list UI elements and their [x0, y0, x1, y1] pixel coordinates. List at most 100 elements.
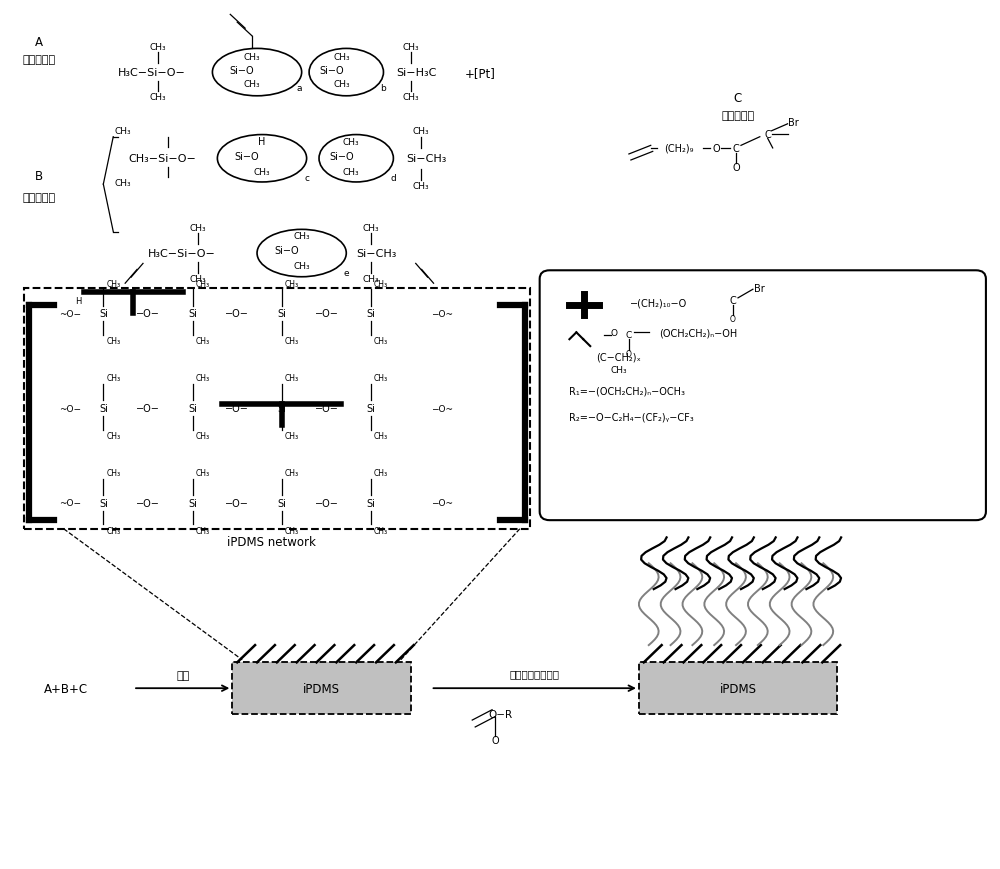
- Text: O: O: [491, 735, 499, 745]
- Text: Si: Si: [277, 309, 286, 319]
- Text: CH₃: CH₃: [106, 374, 120, 383]
- Text: CH₃: CH₃: [333, 53, 350, 62]
- Text: CH₃: CH₃: [150, 93, 166, 102]
- Text: H₃C−Si−O−: H₃C−Si−O−: [118, 68, 186, 78]
- Text: CH₃: CH₃: [374, 432, 388, 441]
- Text: −O−: −O−: [225, 309, 249, 319]
- Text: CH₃: CH₃: [106, 527, 120, 535]
- Text: −O~: −O~: [431, 499, 453, 507]
- Text: CH₃: CH₃: [374, 468, 388, 478]
- Text: CH₃: CH₃: [106, 432, 120, 441]
- Text: −O−: −O−: [225, 498, 249, 508]
- Text: C: C: [734, 92, 742, 105]
- Text: CH₃: CH₃: [343, 137, 360, 146]
- Text: Si−CH₃: Si−CH₃: [406, 154, 446, 164]
- Text: 表面引发聚合反应: 表面引发聚合反应: [510, 669, 560, 679]
- Text: O: O: [730, 315, 736, 323]
- Text: C: C: [733, 143, 739, 154]
- Text: iPDMS: iPDMS: [720, 682, 757, 695]
- Text: (OCH₂CH₂)ₙ−OH: (OCH₂CH₂)ₙ−OH: [659, 328, 737, 338]
- FancyBboxPatch shape: [639, 662, 837, 714]
- Text: CH₃: CH₃: [195, 337, 210, 346]
- Text: CH₃: CH₃: [195, 374, 210, 383]
- Text: O: O: [712, 143, 720, 154]
- Text: CH₃: CH₃: [195, 432, 210, 441]
- Text: Si: Si: [99, 498, 108, 508]
- Text: CH₃: CH₃: [150, 43, 166, 51]
- Text: CH₃: CH₃: [254, 168, 270, 176]
- Text: O: O: [611, 328, 618, 337]
- Text: Si: Si: [277, 404, 286, 414]
- Text: −O−: −O−: [315, 309, 338, 319]
- Text: CH₃: CH₃: [106, 337, 120, 346]
- Text: CH₃: CH₃: [402, 93, 419, 102]
- Text: a: a: [297, 84, 302, 93]
- Text: A: A: [35, 36, 43, 50]
- Text: b: b: [380, 84, 386, 93]
- Text: (CH₂)₉: (CH₂)₉: [664, 143, 693, 153]
- Text: ~O−: ~O−: [59, 499, 81, 507]
- Text: +[Pt]: +[Pt]: [465, 67, 496, 79]
- Text: Si: Si: [188, 404, 197, 414]
- Text: CH₃−Si−O−: CH₃−Si−O−: [128, 154, 196, 164]
- Text: CH₃: CH₃: [374, 374, 388, 383]
- Text: Si−O: Si−O: [274, 246, 299, 256]
- Text: Si−O: Si−O: [329, 151, 354, 162]
- Text: CH₃: CH₃: [363, 275, 379, 284]
- Text: CH₃: CH₃: [115, 127, 131, 136]
- Text: d: d: [390, 174, 396, 182]
- Text: CH₃: CH₃: [402, 43, 419, 51]
- Text: R₁=−(OCH₂CH₂)ₙ−OCH₃: R₁=−(OCH₂CH₂)ₙ−OCH₃: [569, 387, 685, 396]
- Text: CH₃: CH₃: [285, 374, 299, 383]
- Text: O−R: O−R: [488, 709, 512, 720]
- Text: CH₃: CH₃: [195, 527, 210, 535]
- Text: Si−O: Si−O: [230, 65, 254, 76]
- Text: CH₃: CH₃: [412, 182, 429, 191]
- Text: −O−: −O−: [315, 498, 338, 508]
- Text: C: C: [626, 331, 632, 340]
- Text: −O−: −O−: [225, 404, 249, 414]
- Text: Si−O: Si−O: [235, 151, 259, 162]
- Text: C: C: [764, 130, 771, 140]
- Text: CH₃: CH₃: [244, 53, 260, 62]
- Text: Si: Si: [188, 498, 197, 508]
- Text: −O−: −O−: [136, 498, 160, 508]
- Text: Si−CH₃: Si−CH₃: [356, 249, 397, 259]
- Text: H: H: [75, 296, 82, 306]
- Text: R₂=−O−C₂H₄−(CF₂)ᵧ−CF₃: R₂=−O−C₂H₄−(CF₂)ᵧ−CF₃: [569, 412, 694, 422]
- Text: 交联: 交联: [176, 671, 189, 680]
- Text: Si: Si: [367, 309, 376, 319]
- Text: e: e: [343, 269, 349, 277]
- Text: （交联剂）: （交联剂）: [22, 193, 55, 202]
- Text: Si: Si: [367, 404, 376, 414]
- Text: O: O: [626, 349, 632, 358]
- Text: iPDMS network: iPDMS network: [227, 535, 316, 548]
- Text: iPDMS: iPDMS: [303, 682, 340, 695]
- Text: CH₃: CH₃: [374, 337, 388, 346]
- Text: CH₃: CH₃: [195, 280, 210, 289]
- Text: ~O−: ~O−: [59, 309, 81, 319]
- Text: CH₃: CH₃: [374, 280, 388, 289]
- Text: （预聚物）: （预聚物）: [22, 55, 55, 65]
- Text: −O−: −O−: [136, 309, 160, 319]
- Text: CH₃: CH₃: [412, 127, 429, 136]
- Text: CH₃: CH₃: [374, 527, 388, 535]
- Text: Si: Si: [277, 498, 286, 508]
- Text: CH₃: CH₃: [285, 527, 299, 535]
- Text: CH₃: CH₃: [293, 262, 310, 271]
- Text: A+B+C: A+B+C: [44, 682, 88, 695]
- Text: ~O−: ~O−: [59, 404, 81, 413]
- Text: CH₃: CH₃: [285, 337, 299, 346]
- Text: Si: Si: [367, 498, 376, 508]
- Text: c: c: [304, 174, 309, 182]
- Text: CH₃: CH₃: [343, 168, 360, 176]
- Text: CH₃: CH₃: [611, 366, 627, 375]
- Text: （引发剂）: （引发剂）: [721, 111, 755, 121]
- Text: CH₃: CH₃: [285, 432, 299, 441]
- Text: CH₃: CH₃: [195, 468, 210, 478]
- Text: CH₃: CH₃: [363, 223, 379, 232]
- Text: H: H: [258, 137, 266, 147]
- Text: (C−CH₂)ₓ: (C−CH₂)ₓ: [597, 352, 641, 362]
- Text: CH₃: CH₃: [333, 80, 350, 89]
- Text: −O~: −O~: [431, 309, 453, 319]
